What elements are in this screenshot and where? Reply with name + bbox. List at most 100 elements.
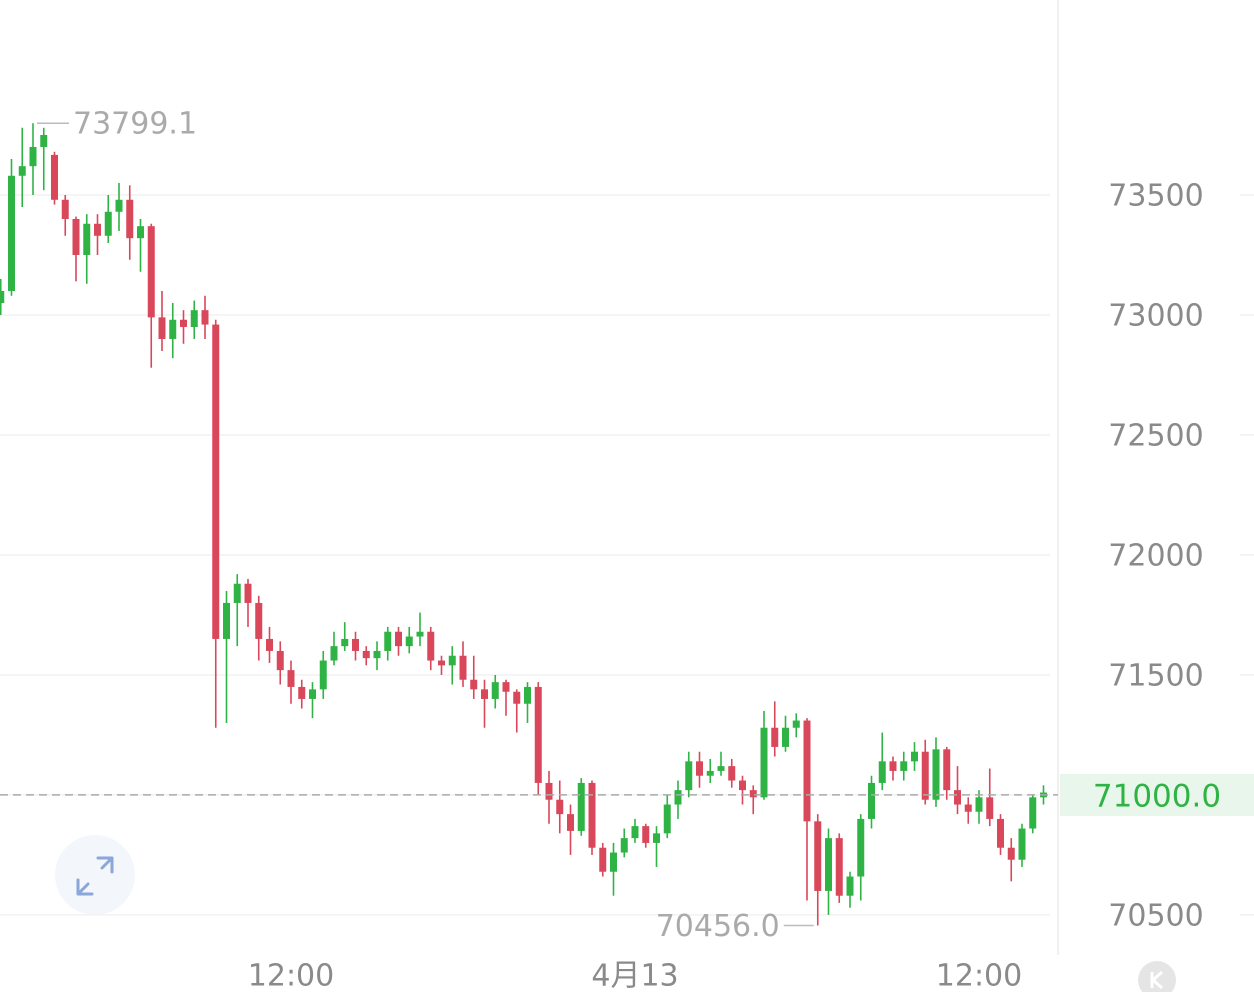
candle-body <box>717 766 725 771</box>
candle-body <box>889 761 897 771</box>
candle-body <box>685 761 693 791</box>
candle-body <box>642 826 650 843</box>
candle-body <box>276 650 284 671</box>
candle-body <box>212 324 220 639</box>
candle-body <box>384 631 392 651</box>
candle-body <box>395 631 402 647</box>
candle-body <box>986 797 994 819</box>
last-price-label: 71000.0 <box>1093 778 1221 814</box>
candle-body <box>921 751 929 800</box>
candle-body <box>341 638 349 647</box>
candle-body <box>534 686 542 783</box>
y-tick-label: 72000 <box>1108 538 1203 573</box>
candle-body <box>696 761 703 776</box>
candle-body <box>287 670 295 687</box>
candle-body <box>298 686 306 699</box>
candle-body <box>0 290 5 303</box>
candle-body <box>373 650 381 659</box>
candle-body <box>749 790 757 798</box>
candle-body <box>319 660 327 690</box>
candle-body <box>588 782 596 848</box>
candle-body <box>470 679 478 690</box>
candle-body <box>524 686 531 704</box>
candle-body <box>513 691 521 704</box>
candle-body <box>964 804 972 812</box>
candle-body <box>620 838 628 853</box>
candle-body <box>352 638 359 651</box>
candle-body <box>94 223 101 236</box>
k-button[interactable] <box>1138 961 1176 992</box>
candle-body <box>416 631 424 637</box>
candle-body <box>911 751 918 762</box>
candle-body <box>137 226 144 239</box>
candle-body <box>309 689 316 699</box>
y-tick-label: 71500 <box>1108 658 1203 693</box>
candle-body <box>29 146 37 167</box>
candle-body <box>814 821 822 891</box>
x-tick-label: 4月13 <box>591 959 678 992</box>
candle-body <box>900 761 908 771</box>
candle-body <box>663 804 671 834</box>
candle-body <box>610 852 617 872</box>
candle-body <box>739 780 746 791</box>
k-icon[interactable] <box>1150 970 1163 990</box>
candle-body <box>362 650 370 659</box>
candle-body <box>846 876 854 896</box>
candle-body <box>180 319 187 327</box>
candle-body <box>438 660 445 666</box>
candle-body <box>577 782 585 831</box>
y-tick-label: 73500 <box>1108 178 1203 213</box>
candle-body <box>1007 847 1015 860</box>
candle-body <box>8 175 15 291</box>
candle-body <box>932 749 940 800</box>
candle-body <box>158 317 166 339</box>
candle-body <box>201 310 209 325</box>
x-tick-label: 12:00 <box>936 959 1022 992</box>
expand-icon[interactable] <box>76 856 114 896</box>
candle-body <box>857 818 865 877</box>
low-marker-label: 70456.0 <box>656 909 780 944</box>
candle-body <box>147 226 155 318</box>
candle-body <box>782 727 789 747</box>
candle-body <box>1018 828 1026 860</box>
candle-body <box>653 833 660 843</box>
candle-body <box>233 583 241 603</box>
candle-body <box>792 720 800 728</box>
candle-body <box>954 790 961 805</box>
y-tick-label: 70500 <box>1108 898 1203 933</box>
expand-button[interactable] <box>55 835 135 915</box>
candle-body <box>481 689 488 699</box>
candle-body <box>244 583 252 603</box>
candle-body <box>599 847 607 872</box>
candle-body <box>255 602 263 639</box>
candle-body <box>803 720 811 822</box>
candle-body <box>459 655 467 680</box>
candle-body <box>126 199 134 239</box>
candle-body <box>674 790 682 805</box>
candle-body <box>1029 797 1037 829</box>
candle-body <box>266 638 273 651</box>
candle-body <box>427 631 435 661</box>
candle-body <box>40 134 48 147</box>
candle-body <box>51 154 58 200</box>
candle-body <box>943 749 951 791</box>
candle-body <box>545 782 553 800</box>
candle-body <box>72 218 80 255</box>
candle-body <box>631 826 639 839</box>
expand-bg[interactable] <box>55 835 135 915</box>
candle-body <box>448 655 456 666</box>
last-price-box <box>1060 773 1254 816</box>
candle-body <box>491 682 499 699</box>
candle-body <box>706 770 714 776</box>
x-tick-label: 12:00 <box>248 959 334 992</box>
candle-body <box>997 818 1004 848</box>
candle-body <box>115 199 123 212</box>
high-marker-label: 73799.1 <box>73 107 197 142</box>
candle-body <box>835 838 843 896</box>
y-tick-label: 72500 <box>1108 418 1203 453</box>
candle-body <box>169 319 177 339</box>
candle-body <box>771 727 779 747</box>
candle-body <box>868 782 875 819</box>
candle-body <box>825 838 832 891</box>
